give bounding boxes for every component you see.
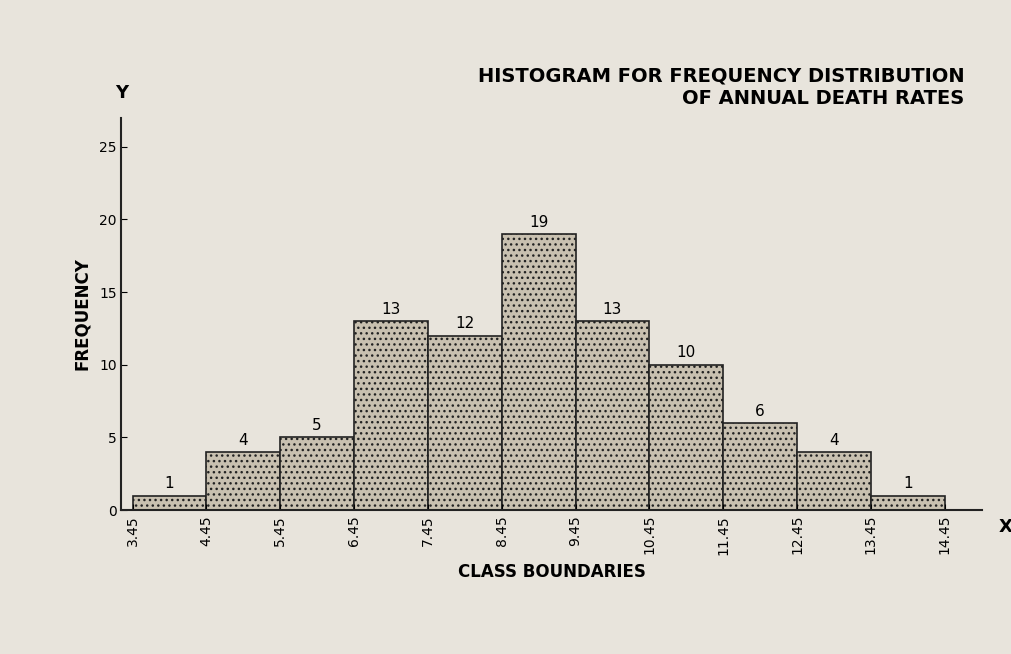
Bar [354, 321, 428, 510]
Text: 6: 6 [754, 404, 764, 419]
Text: Y: Y [115, 84, 127, 102]
Bar [501, 234, 575, 510]
Text: 5: 5 [312, 418, 321, 433]
Bar [575, 321, 649, 510]
X-axis label: CLASS BOUNDARIES: CLASS BOUNDARIES [457, 563, 645, 581]
Bar [797, 452, 870, 510]
Text: 12: 12 [455, 317, 474, 332]
Y-axis label: FREQUENCY: FREQUENCY [73, 258, 91, 370]
Bar [428, 336, 501, 510]
Bar [870, 496, 944, 510]
Text: 19: 19 [529, 215, 548, 230]
Bar [723, 423, 797, 510]
Text: 1: 1 [902, 476, 912, 491]
Bar [280, 438, 354, 510]
Bar [649, 365, 723, 510]
Text: X: X [998, 518, 1011, 536]
Bar [206, 452, 280, 510]
Text: 4: 4 [828, 433, 838, 447]
Text: 13: 13 [603, 302, 622, 317]
Bar [132, 496, 206, 510]
Text: HISTOGRAM FOR FREQUENCY DISTRIBUTION
OF ANNUAL DEATH RATES: HISTOGRAM FOR FREQUENCY DISTRIBUTION OF … [477, 67, 963, 108]
Text: 13: 13 [381, 302, 400, 317]
Text: 10: 10 [676, 345, 696, 360]
Text: 1: 1 [165, 476, 174, 491]
Text: 4: 4 [239, 433, 248, 447]
